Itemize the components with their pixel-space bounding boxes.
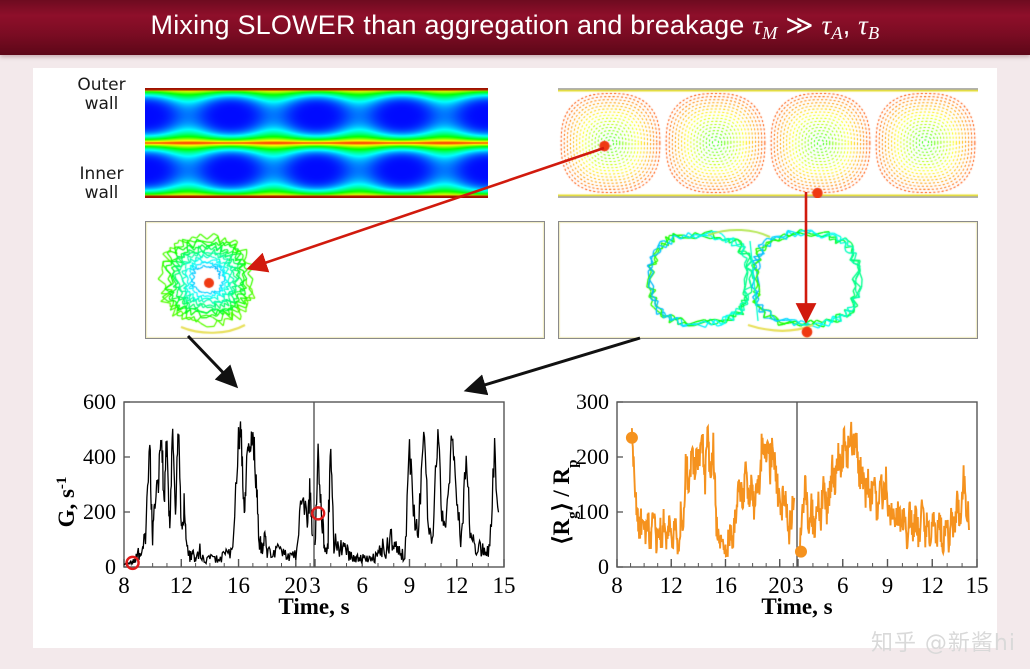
- y-tick-label: 600: [83, 392, 116, 414]
- x-tick-label: 3: [309, 573, 321, 598]
- y-tick-label: 200: [83, 499, 116, 524]
- single-vortex-trajectory-figure: [145, 221, 545, 339]
- x-tick-label: 20: [284, 573, 307, 598]
- x-tick-label: 12: [445, 573, 468, 598]
- double-trajectory-canvas: [558, 221, 978, 339]
- y-axis-label: G, s-1: [54, 477, 79, 528]
- much-greater-symbol: ≫: [777, 10, 822, 41]
- double-vortex-trajectory-figure: [558, 221, 978, 339]
- y-tick-label: 0: [598, 554, 609, 579]
- y-tick-label: 400: [83, 444, 116, 469]
- shear-rate-chart: 0 200 400 600 8 12 16 20 3 6 9 12 15 G, s-1 Time, s: [52, 392, 522, 622]
- x-tick-label: 15: [966, 573, 989, 598]
- x-tick-label: 16: [227, 573, 250, 598]
- tau-b-symbol: τB: [858, 10, 880, 44]
- data-series-path: [630, 423, 796, 558]
- x-tick-label: 12: [660, 573, 683, 598]
- y-tick-label: 200: [576, 444, 609, 469]
- x-tick-label: 20: [768, 573, 791, 598]
- start-marker-open: [310, 506, 326, 521]
- x-tick-label: 3: [792, 573, 804, 598]
- double-trajectory-frame: [558, 221, 978, 339]
- gyration-radius-chart: 0 100 200 300 8 12 16 20 3 6 9 12 15 ⟨Rg⟩ / Rp Time, s: [545, 392, 995, 622]
- vortex-streamlines-figure: [558, 88, 978, 198]
- inner-wall-line1: Inner: [79, 164, 124, 184]
- y-tick-label: 100: [576, 499, 609, 524]
- x-axis-label: Time, s: [761, 594, 832, 619]
- x-tick-label: 6: [357, 573, 369, 598]
- start-marker-filled: [625, 431, 638, 444]
- y-tick-label: 300: [576, 392, 609, 414]
- tau-m-symbol: τM: [752, 10, 778, 44]
- x-tick-label: 12: [170, 573, 193, 598]
- watermark: 知乎 @新酱hi: [870, 631, 1016, 656]
- x-tick-label: 8: [118, 573, 130, 598]
- outer-wall-line1: Outer: [77, 75, 126, 95]
- x-tick-label: 12: [921, 573, 944, 598]
- shear-rate-chart-svg: 0 200 400 600 8 12 16 20 3 6 9 12 15 G, s-1 Time, s: [54, 392, 516, 619]
- data-series-path: [314, 429, 500, 565]
- title-comma: ,: [842, 10, 859, 41]
- x-tick-label: 6: [837, 573, 849, 598]
- data-series-path: [798, 421, 970, 557]
- data-series-path: [123, 421, 314, 567]
- start-marker-open: [125, 555, 140, 571]
- svg-text:G, s-1: G, s-1: [54, 477, 79, 528]
- x-tick-label: 8: [611, 573, 623, 598]
- x-tick-label: 15: [493, 573, 516, 598]
- start-marker-filled: [794, 545, 807, 558]
- x-axis-label: Time, s: [278, 594, 349, 619]
- outer-wall-line2: wall: [84, 94, 119, 114]
- single-trajectory-frame: [145, 221, 545, 339]
- y-tick-label: 0: [105, 554, 116, 579]
- page-title: Mixing SLOWER than aggregation and break…: [151, 10, 880, 44]
- velocity-contour-canvas: [145, 88, 488, 198]
- tau-a-symbol: τA: [821, 10, 843, 44]
- title-prefix: Mixing SLOWER than aggregation and break…: [150, 10, 753, 41]
- slide-title-bar: Mixing SLOWER than aggregation and break…: [0, 0, 1030, 55]
- inner-wall-line2: wall: [84, 183, 119, 203]
- inner-wall-label: Inner wall: [64, 165, 139, 203]
- velocity-contour-figure: [145, 88, 488, 198]
- outer-wall-label: Outer wall: [64, 76, 139, 114]
- vortex-streamlines-canvas: [558, 88, 978, 198]
- x-tick-label: 9: [882, 573, 894, 598]
- x-tick-label: 9: [404, 573, 416, 598]
- x-tick-label: 16: [714, 573, 737, 598]
